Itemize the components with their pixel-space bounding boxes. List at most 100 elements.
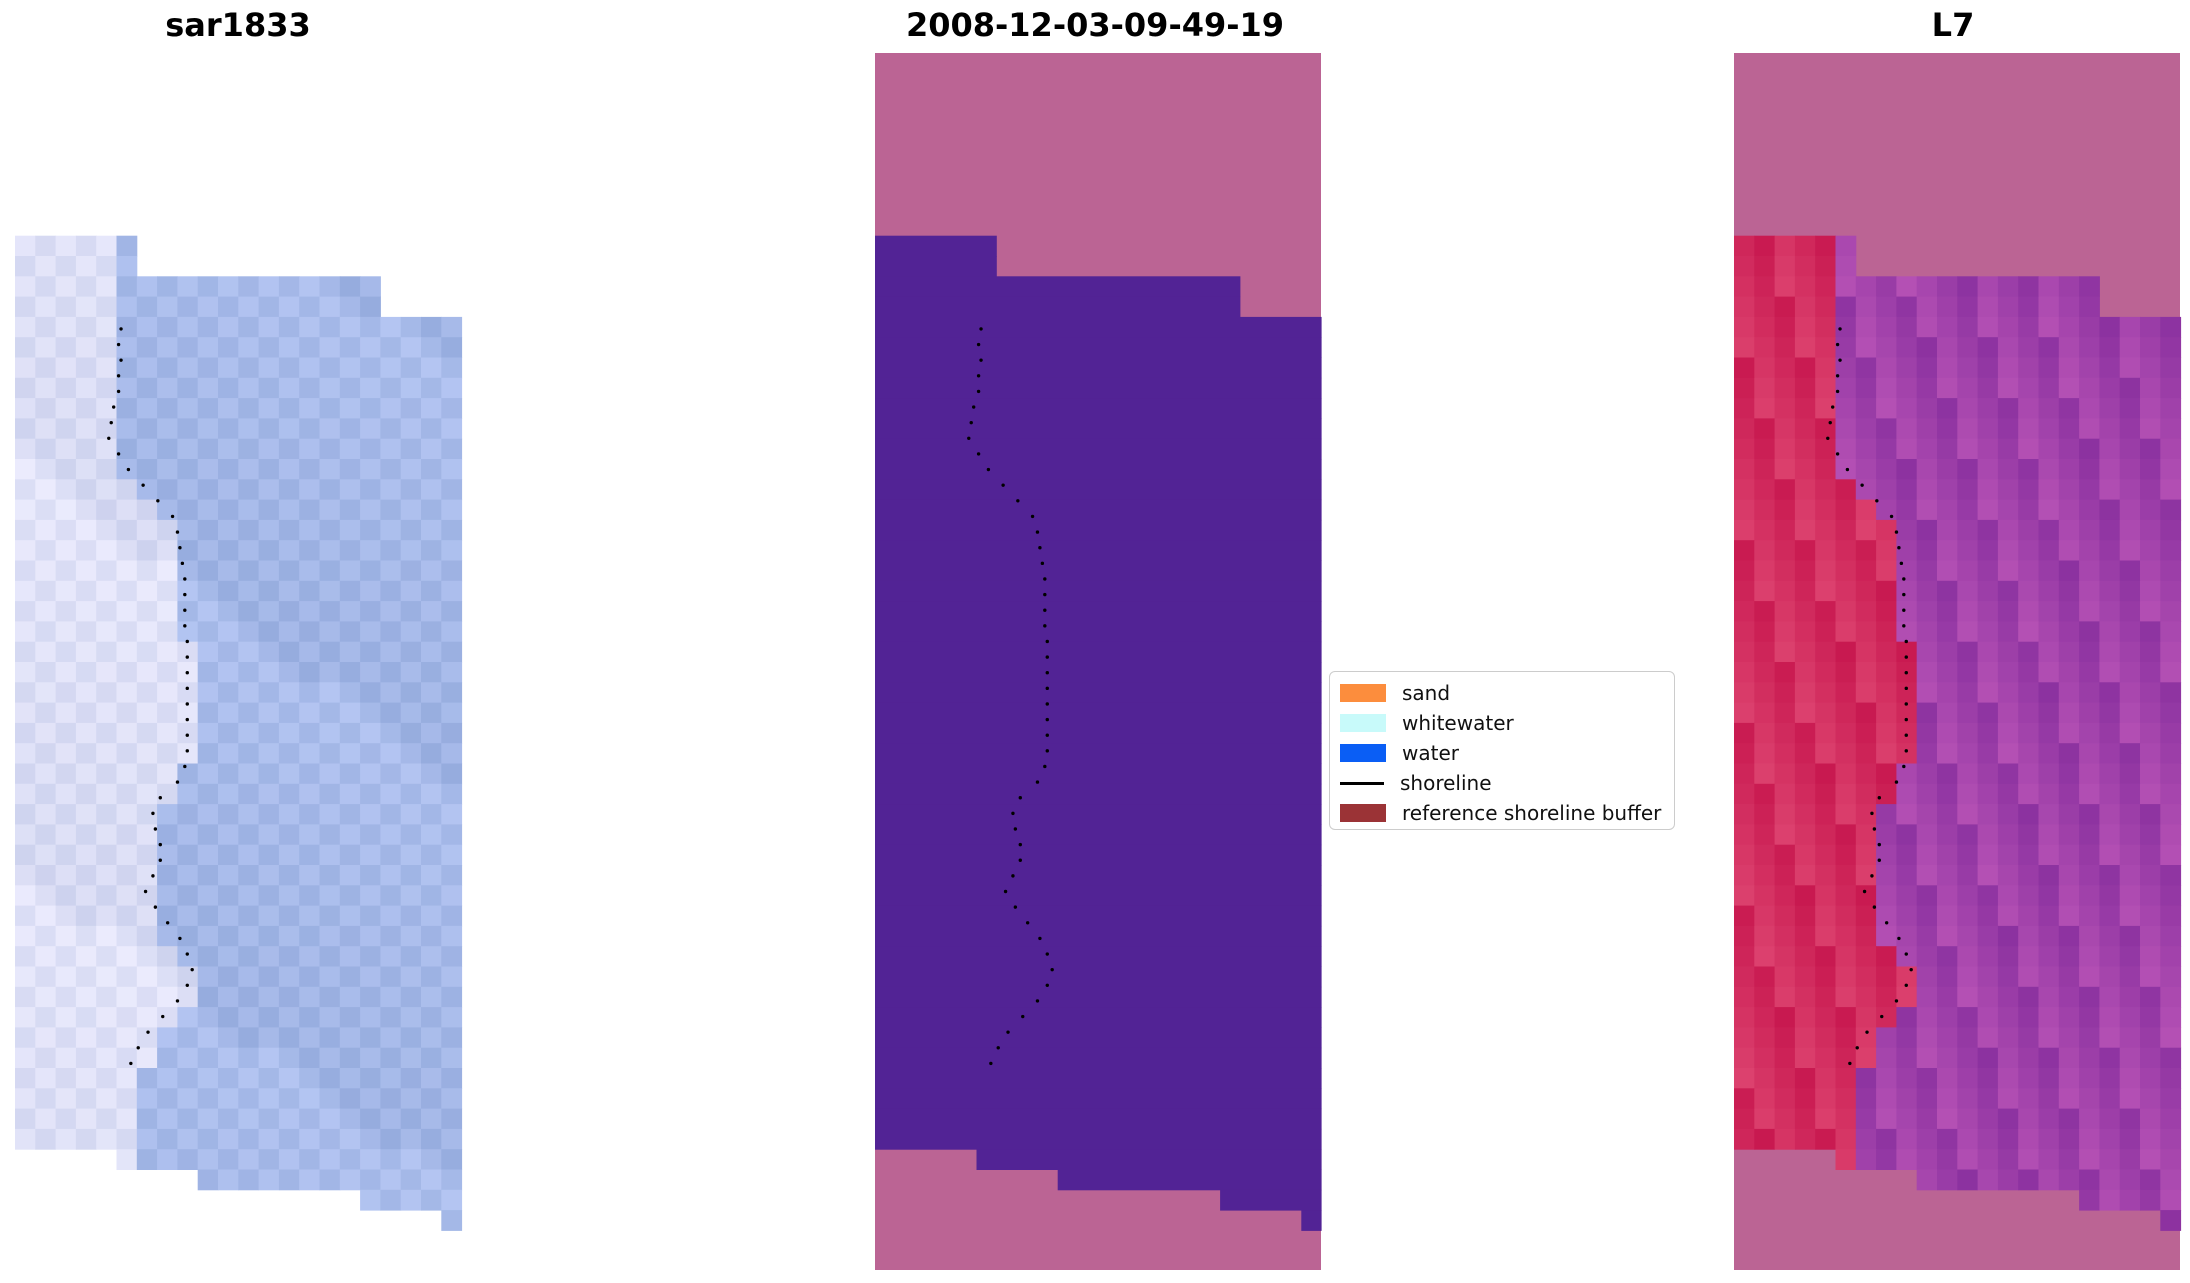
index-pixel — [1835, 601, 1857, 622]
rgb-pixel — [15, 256, 36, 277]
index-pixel — [1774, 1108, 1796, 1130]
index-pixel — [2099, 438, 2121, 460]
rgb-pixel — [136, 1149, 158, 1170]
index-pixel — [1734, 479, 1755, 501]
water-class-row — [875, 641, 1322, 663]
rgb-pixel — [441, 1088, 463, 1110]
index-pixel — [1997, 479, 2019, 501]
rgb-pixel — [319, 276, 341, 298]
shoreline-point — [116, 452, 121, 456]
shoreline-point — [185, 655, 189, 659]
index-pixel — [1794, 316, 1816, 338]
rgb-pixel — [177, 763, 199, 785]
index-pixel — [1815, 682, 1836, 704]
rgb-pixel — [360, 682, 381, 704]
index-pixel — [1957, 560, 1979, 582]
rgb-pixel — [157, 1088, 178, 1110]
index-pixel — [2079, 398, 2100, 419]
index-pixel — [2119, 824, 2141, 846]
index-pixel — [1937, 560, 1958, 582]
index-pixel — [2119, 804, 2141, 825]
index-pixel — [1937, 398, 1958, 419]
rgb-pixel — [400, 804, 422, 825]
shoreline-point — [969, 420, 973, 425]
index-pixel — [1896, 925, 1918, 947]
water-class-row — [875, 824, 1322, 846]
rgb-pixel — [299, 377, 320, 399]
index-pixel — [2058, 580, 2080, 602]
rgb-pixel — [258, 1128, 280, 1150]
index-pixel — [2018, 1108, 2039, 1130]
shoreline-point — [971, 405, 976, 409]
index-pixel — [1774, 540, 1796, 561]
rgb-pixel — [299, 865, 320, 886]
index-pixel — [2119, 662, 2141, 683]
rgb-pixel — [299, 1108, 320, 1130]
index-pixel — [2038, 702, 2060, 724]
index-pixel — [2160, 621, 2182, 643]
rgb-pixel — [136, 580, 158, 602]
water-class-row — [875, 763, 1322, 785]
rgb-pixel — [15, 925, 36, 947]
index-pixel — [1916, 986, 1938, 1008]
rgb-pixel — [35, 804, 57, 825]
index-pixel — [1957, 722, 1979, 744]
index-pixel — [2038, 1169, 2060, 1191]
index-pixel — [2119, 316, 2141, 338]
index-pixel — [1977, 1149, 1999, 1170]
rgb-pixel — [197, 763, 219, 785]
rgb-pixel — [360, 459, 381, 480]
index-pixel — [1916, 662, 1938, 683]
index-pixel — [2119, 844, 2141, 866]
index-pixel — [1916, 1128, 1938, 1150]
rgb-pixel — [55, 499, 77, 521]
rgb-pixel — [299, 519, 320, 541]
shoreline-point — [1830, 405, 1835, 409]
index-pixel — [1774, 824, 1796, 846]
index-pixel — [1896, 316, 1918, 338]
rgb-pixel — [278, 377, 300, 399]
rgb-pixel — [319, 499, 341, 521]
rgb-pixel — [441, 743, 463, 764]
shoreline-point — [1835, 342, 1840, 347]
index-pixel — [1957, 540, 1979, 561]
index-pixel — [1876, 966, 1897, 988]
shoreline-point — [185, 952, 189, 956]
index-pixel — [2058, 1128, 2080, 1150]
index-pixel — [2140, 540, 2161, 561]
index-pixel — [2018, 641, 2039, 663]
rgb-pixel — [278, 601, 300, 622]
index-pixel — [2160, 337, 2182, 358]
index-pixel — [2058, 946, 2080, 967]
index-pixel — [2119, 986, 2141, 1008]
rgb-pixel — [55, 925, 77, 947]
index-pixel — [1855, 459, 1877, 480]
index-pixel — [1876, 621, 1897, 643]
rgb-pixel — [441, 499, 463, 521]
index-pixel — [2099, 1088, 2121, 1110]
index-pixel — [1997, 702, 2019, 724]
index-pixel — [1937, 519, 1958, 541]
rgb-pixel — [441, 540, 463, 561]
shoreline-point — [1025, 921, 1030, 925]
index-pixel — [2160, 885, 2182, 907]
rgb-pixel — [339, 276, 361, 298]
index-pixel — [2099, 1149, 2121, 1170]
index-pixel — [1794, 1068, 1816, 1089]
index-pixel — [1957, 966, 1979, 988]
shoreline-point — [1838, 358, 1842, 362]
rgb-pixel — [421, 743, 442, 764]
index-pixel — [1876, 1149, 1897, 1170]
rgb-pixel — [299, 682, 320, 704]
rgb-pixel — [157, 966, 178, 988]
rgb-pixel — [15, 783, 36, 805]
index-pixel — [2140, 560, 2161, 582]
rgb-pixel — [400, 479, 422, 501]
index-pixel — [2058, 560, 2080, 582]
index-pixel — [1835, 276, 1857, 298]
index-pixel — [2160, 804, 2182, 825]
rgb-pixel — [75, 438, 97, 460]
index-pixel — [2058, 682, 2080, 704]
index-pixel — [1876, 662, 1897, 683]
rgb-pixel — [319, 459, 341, 480]
